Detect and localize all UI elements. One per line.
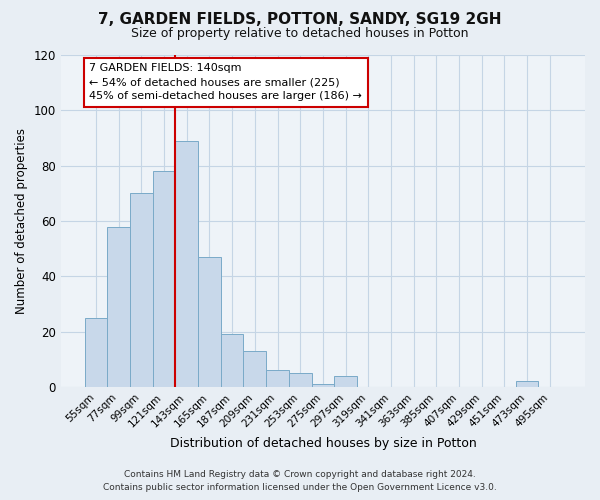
Bar: [152, 171, 175, 387]
Bar: [107, 226, 130, 387]
Bar: [85, 318, 107, 387]
Y-axis label: Number of detached properties: Number of detached properties: [15, 128, 28, 314]
Text: Contains HM Land Registry data © Crown copyright and database right 2024.
Contai: Contains HM Land Registry data © Crown c…: [103, 470, 497, 492]
Bar: [198, 257, 221, 387]
Bar: [311, 384, 334, 387]
Bar: [334, 376, 357, 387]
Bar: [221, 334, 244, 387]
Bar: [244, 351, 266, 387]
X-axis label: Distribution of detached houses by size in Potton: Distribution of detached houses by size …: [170, 437, 476, 450]
Bar: [175, 141, 198, 387]
Text: Size of property relative to detached houses in Potton: Size of property relative to detached ho…: [131, 28, 469, 40]
Bar: [289, 373, 311, 387]
Text: 7, GARDEN FIELDS, POTTON, SANDY, SG19 2GH: 7, GARDEN FIELDS, POTTON, SANDY, SG19 2G…: [98, 12, 502, 28]
Text: 7 GARDEN FIELDS: 140sqm
← 54% of detached houses are smaller (225)
45% of semi-d: 7 GARDEN FIELDS: 140sqm ← 54% of detache…: [89, 64, 362, 102]
Bar: [516, 382, 538, 387]
Bar: [130, 194, 152, 387]
Bar: [266, 370, 289, 387]
